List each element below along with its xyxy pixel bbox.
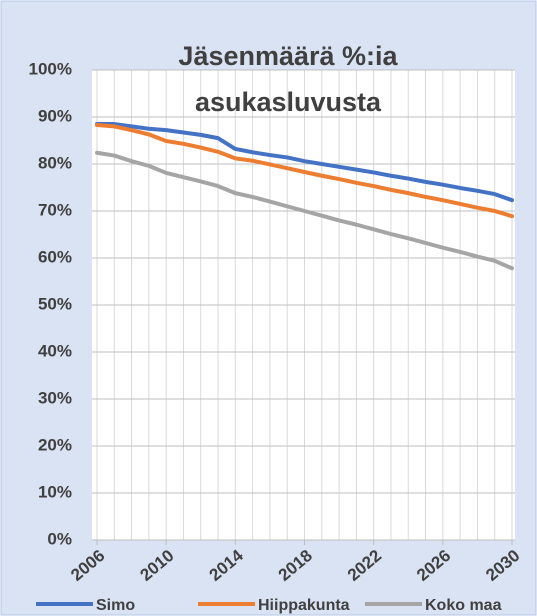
y-tick-label: 20%: [38, 435, 72, 454]
y-tick-label: 90%: [38, 106, 72, 125]
chart-title: asukasluvusta: [195, 87, 382, 117]
series-line: [95, 122, 514, 219]
legend-label: Hiippakunta: [258, 597, 350, 614]
y-tick-label: 10%: [38, 482, 72, 501]
y-tick-label: 50%: [38, 294, 72, 313]
series-line: [95, 122, 514, 203]
y-tick-label: 80%: [38, 153, 72, 172]
y-tick-label: 0%: [47, 529, 72, 548]
y-tick-label: 30%: [38, 388, 72, 407]
y-tick-label: 60%: [38, 247, 72, 266]
y-tick-label: 40%: [38, 341, 72, 360]
series-line: [95, 150, 514, 271]
y-tick-label: 100%: [29, 59, 72, 78]
chart-title: Jäsenmäärä %:ia: [178, 41, 398, 71]
legend-label: Koko maa: [425, 597, 502, 614]
legend-label: Simo: [96, 597, 135, 614]
y-tick-label: 70%: [38, 200, 72, 219]
